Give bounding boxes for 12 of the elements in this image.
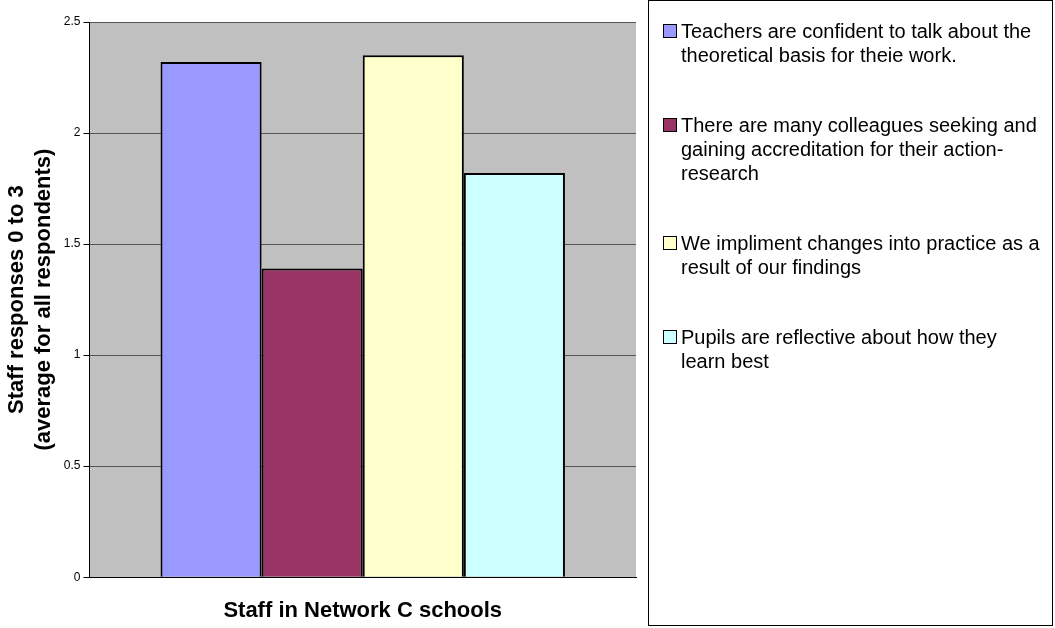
y-axis-title: Staff responses 0 to 3 (average for all respondents) xyxy=(3,148,55,451)
legend-label: Teachers are confident to talk about the theoretical basis for theie work. xyxy=(681,19,1033,67)
y-tick-label: 2.5 xyxy=(63,14,81,29)
y-tick-label: 2 xyxy=(73,125,81,140)
x-axis-title: Staff in Network C schools xyxy=(223,596,503,622)
y-tick-label: 0.5 xyxy=(63,458,81,473)
legend-label: Pupils are reflective about how they learn best xyxy=(681,325,998,373)
y-tick-label: 1 xyxy=(73,347,81,362)
y-tick-label: 1.5 xyxy=(63,236,81,251)
y-tick-label: 0 xyxy=(73,569,81,584)
legend-label: There are many colleagues seeking and gaining accreditation for their action-research xyxy=(681,113,1038,185)
legend-label: We impliment changes into practice as a result of our findings xyxy=(681,231,1041,279)
